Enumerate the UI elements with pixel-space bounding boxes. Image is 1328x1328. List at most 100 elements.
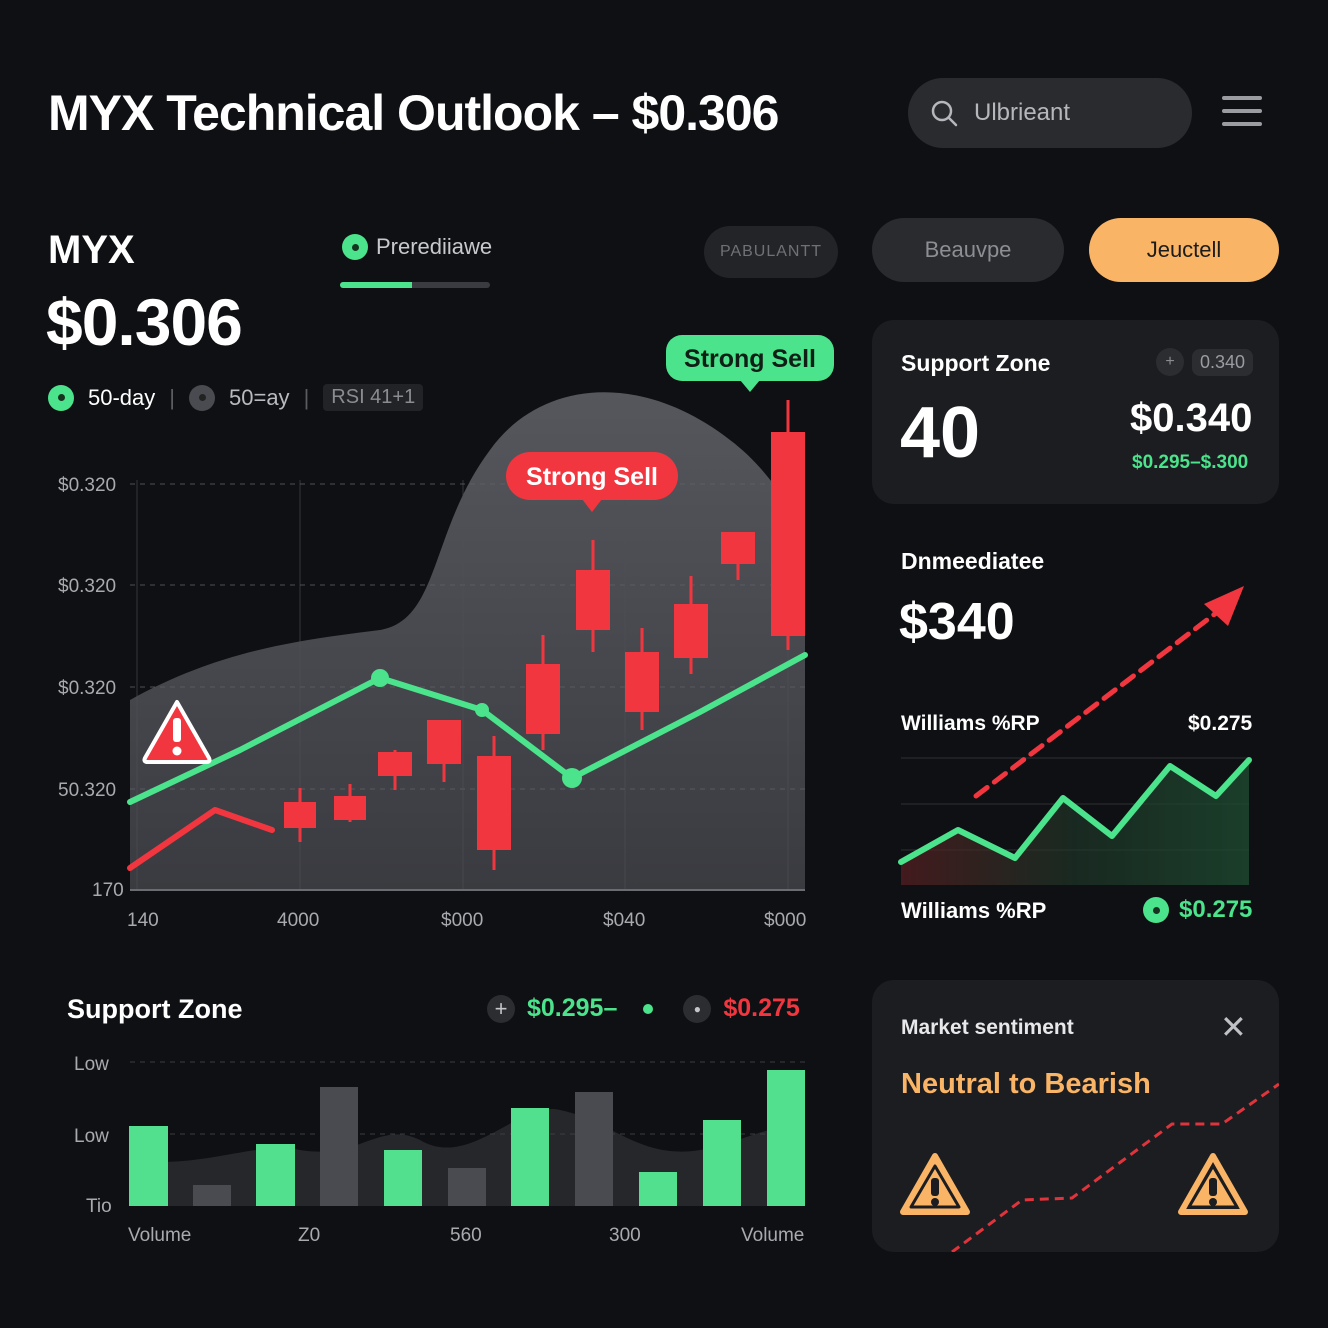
- volume-bar: [129, 1126, 168, 1206]
- trend-arrow-icon: [1204, 586, 1244, 626]
- search-bar[interactable]: [908, 78, 1192, 148]
- tab-prediction[interactable]: Prerediiawe: [342, 234, 492, 260]
- candle: [625, 652, 659, 712]
- y-label-4: 50.320: [58, 780, 116, 801]
- page-title: MYX Technical Outlook – $0.306: [48, 85, 779, 141]
- legend-grey-dot-icon: [189, 384, 215, 411]
- williams-line: [898, 757, 1252, 865]
- filter-pill-1[interactable]: PABULANTT: [704, 226, 838, 278]
- status-dot-icon: [342, 234, 368, 260]
- volume-panel-title: Support Zone: [67, 994, 243, 1024]
- search-icon: [931, 100, 958, 127]
- grey-dot-icon[interactable]: ●: [683, 994, 712, 1023]
- williams-value-bottom-group: $0.275: [1143, 896, 1252, 924]
- warning-icon: [900, 1153, 970, 1215]
- y-label-5: 170: [92, 880, 124, 901]
- plus-icon[interactable]: +: [487, 994, 515, 1023]
- support-zone-title: Support Zone: [901, 350, 1051, 376]
- filter-pill-3-active[interactable]: Jeuctell: [1089, 218, 1279, 282]
- volume-bar: [639, 1172, 677, 1206]
- close-icon[interactable]: ✕: [1220, 1009, 1247, 1045]
- williams-label-top: Williams %RP: [901, 712, 1040, 735]
- callout-strong-sell-red: Strong Sell: [506, 452, 678, 512]
- volume-bar: [767, 1070, 805, 1206]
- vol-x-label-4: 300: [609, 1225, 641, 1246]
- legend-item-rsi[interactable]: RSI 41+1: [323, 384, 424, 411]
- candle: [378, 752, 412, 776]
- filter-pill-2[interactable]: Beauvpe: [872, 218, 1064, 282]
- support-zone-price: $0.340: [1130, 396, 1253, 440]
- volume-green-value: $0.295–: [527, 994, 618, 1022]
- candle: [526, 664, 560, 734]
- candle: [477, 756, 511, 850]
- search-input[interactable]: [974, 99, 1164, 127]
- support-zone-big-value: 40: [900, 393, 981, 473]
- status-dot-icon: [1143, 897, 1169, 923]
- vol-y-label-1: Low: [74, 1054, 109, 1075]
- svg-text:Strong Sell: Strong Sell: [684, 345, 816, 373]
- legend-item-2[interactable]: 50=ay: [229, 384, 290, 410]
- asset-ticker: MYX: [48, 228, 135, 272]
- market-sentiment-value: Neutral to Bearish: [901, 1068, 1151, 1100]
- vol-y-label-2: Low: [74, 1126, 109, 1147]
- y-label-1: $0.320: [58, 475, 116, 496]
- warning-icon: [1178, 1153, 1248, 1215]
- plus-icon: +: [1156, 348, 1184, 376]
- volume-bar: [448, 1168, 486, 1206]
- volume-bar: [575, 1092, 613, 1206]
- x-label-2: 4000: [277, 910, 319, 931]
- price-area: [130, 392, 805, 890]
- chart-legend: 50-day | 50=ay | RSI 41+1: [48, 384, 424, 411]
- hamburger-menu-icon[interactable]: [1222, 96, 1262, 132]
- support-zone-range: $0.295–$.300: [1132, 452, 1249, 473]
- volume-bar: [703, 1120, 741, 1206]
- vol-x-label-3: 560: [450, 1225, 482, 1246]
- candle: [674, 604, 708, 658]
- candle: [284, 802, 316, 828]
- candle: [427, 720, 461, 764]
- volume-bar: [256, 1144, 295, 1206]
- market-sentiment-title: Market sentiment: [901, 1016, 1074, 1039]
- x-label-5: $000: [764, 910, 806, 931]
- red-dashed-trend: [973, 607, 1223, 799]
- legend-green-dot-icon: [48, 384, 74, 411]
- red-trend-line: [127, 807, 275, 871]
- y-label-2: $0.320: [58, 576, 116, 597]
- volume-bars: [129, 1070, 805, 1206]
- immediate-title: Dnmeediatee: [901, 548, 1045, 574]
- williams-chart: [898, 586, 1252, 885]
- green-line-point: [475, 703, 489, 717]
- tab-prediction-label: Prerediiawe: [376, 234, 493, 259]
- vol-y-label-3: Tio: [86, 1196, 112, 1217]
- x-label-1: 140: [127, 910, 159, 931]
- volume-bar: [320, 1087, 358, 1206]
- williams-label-bottom: Williams %RP: [901, 898, 1047, 923]
- green-dot-icon: [643, 1003, 654, 1014]
- legend-item-1[interactable]: 50-day: [88, 384, 156, 410]
- volume-bar: [193, 1185, 231, 1206]
- support-zone-chip-value: 0.340: [1192, 348, 1254, 376]
- x-label-3: $000: [441, 910, 483, 931]
- warning-icon: [142, 700, 212, 764]
- candlesticks: [284, 400, 805, 870]
- vol-x-label-2: Z0: [298, 1225, 320, 1246]
- volume-red-value: $0.275: [723, 994, 800, 1022]
- volume-chart: Low Low Tio Volume Z0 560 300 Volume: [74, 1054, 805, 1246]
- prediction-progress-bar: [340, 282, 490, 288]
- candle: [771, 432, 805, 636]
- sentiment-dashed-line: [951, 1082, 1279, 1252]
- candle: [576, 570, 610, 630]
- support-zone-chip[interactable]: + 0.340: [1156, 348, 1254, 376]
- williams-value-bottom: $0.275: [1179, 896, 1253, 923]
- volume-legend: + $0.295– ● $0.275: [487, 994, 800, 1023]
- price-chart: $0.320 $0.320 $0.320 50.320 170 140 4000…: [58, 335, 834, 931]
- candle: [334, 796, 366, 820]
- svg-text:Strong Sell: Strong Sell: [526, 463, 658, 491]
- immediate-value: $340: [899, 593, 1015, 651]
- green-line-point: [562, 768, 582, 788]
- vol-x-label-5: Volume: [741, 1225, 804, 1246]
- williams-value-top: $0.275: [1188, 712, 1253, 735]
- asset-price: $0.306: [46, 285, 243, 359]
- volume-bar: [511, 1108, 549, 1206]
- callout-strong-sell-green: Strong Sell: [666, 335, 834, 392]
